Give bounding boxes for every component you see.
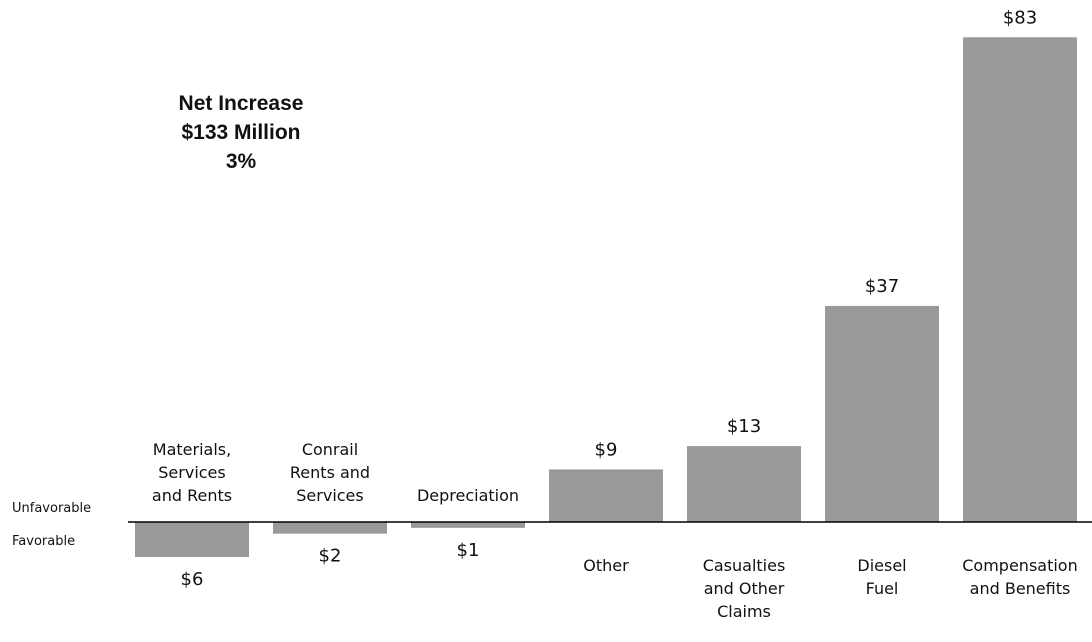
category-label: Fuel bbox=[866, 579, 899, 598]
category-label: Claims bbox=[717, 602, 771, 621]
category-label: Conrail bbox=[302, 440, 358, 459]
bar bbox=[687, 446, 801, 522]
bar bbox=[273, 522, 387, 534]
value-label: $83 bbox=[1003, 7, 1037, 28]
labels-group: $6 Materials, Services and Rents $2 Conrail Re… bbox=[152, 7, 1078, 621]
annotation-line: 3% bbox=[226, 150, 257, 173]
value-label: $37 bbox=[865, 276, 899, 297]
favorable-label: Favorable bbox=[12, 534, 75, 549]
value-label: $6 bbox=[181, 569, 204, 590]
value-label: $1 bbox=[457, 540, 480, 561]
category-label: Services bbox=[158, 463, 225, 482]
annotation-line: Net Increase bbox=[179, 92, 304, 115]
category-label: and Benefits bbox=[970, 579, 1071, 598]
category-label: Depreciation bbox=[417, 486, 519, 505]
category-label: Services bbox=[296, 486, 363, 505]
bars-group bbox=[135, 37, 1077, 558]
bar bbox=[549, 469, 663, 522]
annotation-line: $133 Million bbox=[181, 121, 300, 144]
value-label: $2 bbox=[319, 546, 342, 567]
category-label: Other bbox=[583, 556, 629, 575]
category-label: and Other bbox=[704, 579, 785, 598]
bar bbox=[135, 522, 249, 558]
category-label: Rents and bbox=[290, 463, 370, 482]
category-label: Casualties bbox=[703, 556, 786, 575]
value-label: $9 bbox=[595, 439, 618, 460]
unfavorable-label: Unfavorable bbox=[12, 501, 91, 516]
bar bbox=[825, 305, 939, 522]
category-label: Compensation bbox=[962, 556, 1077, 575]
net-increase-annotation: Net Increase $133 Million 3% bbox=[179, 92, 304, 173]
category-label: Diesel bbox=[857, 556, 906, 575]
bar bbox=[411, 522, 525, 528]
value-label: $13 bbox=[727, 416, 761, 437]
category-label: and Rents bbox=[152, 486, 232, 505]
category-label: Materials, bbox=[153, 440, 231, 459]
bar bbox=[963, 37, 1077, 522]
